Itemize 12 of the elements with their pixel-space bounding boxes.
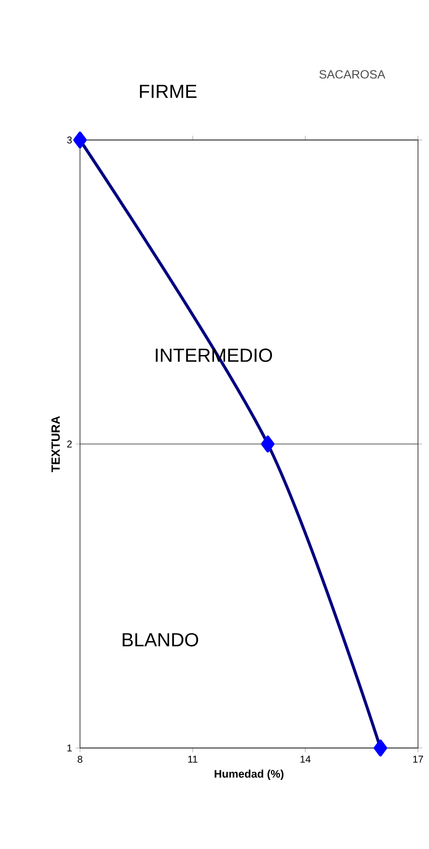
x-tick-label: 14: [300, 756, 311, 763]
x-axis-title: Humedad (%): [214, 770, 284, 780]
x-tick-label: 11: [188, 756, 198, 763]
x-tick-label: 8: [78, 756, 82, 763]
x-tick-label: 17: [413, 756, 424, 763]
y-axis-title: TEXTURA: [52, 416, 60, 472]
y-tick-label: 2: [67, 440, 72, 448]
annotation: BLANDO: [122, 633, 198, 646]
text: FIRME: [140, 84, 197, 98]
chart-title: SACAROSA: [319, 70, 386, 79]
y-tick-label: 1: [67, 744, 72, 752]
y-tick-label: 3: [67, 136, 72, 144]
